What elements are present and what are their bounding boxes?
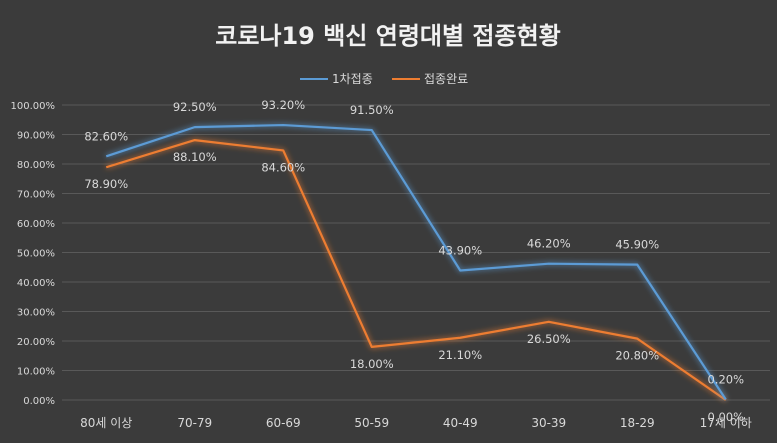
y-tick-label: 100.00% — [11, 101, 56, 112]
data-label-접종완료: 84.60% — [261, 160, 305, 174]
series-lines — [105, 123, 727, 401]
x-tick-label: 18-29 — [620, 416, 655, 430]
data-label-접종완료: 0.00% — [707, 410, 744, 424]
y-tick-label: 0.00% — [23, 396, 55, 407]
y-tick-label: 40.00% — [17, 278, 55, 289]
x-tick-label: 40-49 — [443, 416, 478, 430]
y-axis: 0.00% 10.00% 20.00% 30.00% 40.00% 50.00% 60.00… — [11, 101, 56, 407]
y-tick-label: 70.00% — [17, 190, 55, 201]
y-tick-label: 10.00% — [17, 367, 55, 378]
data-label-접종완료: 21.10% — [438, 348, 482, 362]
data-label-접종완료: 88.10% — [173, 150, 217, 164]
data-label-접종완료: 20.80% — [615, 349, 659, 363]
data-label-1차접종: 91.50% — [350, 103, 394, 117]
y-tick-label: 30.00% — [17, 308, 55, 319]
chart-title: 코로나19 백신 연령대별 접종현황 — [215, 22, 561, 50]
y-tick-label: 50.00% — [17, 249, 55, 260]
data-label-1차접종: 46.20% — [527, 237, 571, 251]
data-label-접종완료: 18.00% — [350, 357, 394, 371]
legend-label-접종완료: 접종완료 — [424, 72, 468, 86]
series-line-1차접종 — [105, 123, 727, 401]
data-label-1차접종: 92.50% — [173, 100, 217, 114]
series-line-접종완료 — [105, 139, 727, 401]
y-tick-label: 80.00% — [17, 160, 55, 171]
x-tick-label: 60-69 — [266, 416, 301, 430]
y-tick-label: 90.00% — [17, 131, 55, 142]
data-label-1차접종: 45.90% — [615, 238, 659, 252]
data-labels: 82.60% 78.90% 92.50% 88.10% 93.20% 84.60% 91.5… — [84, 98, 744, 424]
x-tick-label: 30-39 — [531, 416, 566, 430]
data-label-접종완료: 26.50% — [527, 332, 571, 346]
data-label-1차접종: 82.60% — [84, 129, 128, 143]
legend-label-1차접종: 1차접종 — [332, 72, 373, 86]
y-tick-label: 20.00% — [17, 337, 55, 348]
gridlines — [62, 104, 770, 401]
data-label-접종완료: 78.90% — [84, 177, 128, 191]
x-tick-label: 70-79 — [177, 416, 212, 430]
data-label-1차접종: 0.20% — [707, 372, 744, 386]
data-label-1차접종: 93.20% — [261, 98, 305, 112]
x-tick-label: 80세 이상 — [80, 416, 132, 430]
x-tick-label: 50-59 — [354, 416, 389, 430]
data-label-1차접종: 43.90% — [438, 243, 482, 257]
legend: 1차접종 접종완료 — [300, 72, 468, 86]
x-axis: 80세 이상 70-79 60-69 50-59 40-49 30-39 18-29 17세 … — [80, 416, 752, 430]
x-tick-label: 17세 이하 — [700, 416, 752, 430]
y-tick-label: 60.00% — [17, 219, 55, 230]
